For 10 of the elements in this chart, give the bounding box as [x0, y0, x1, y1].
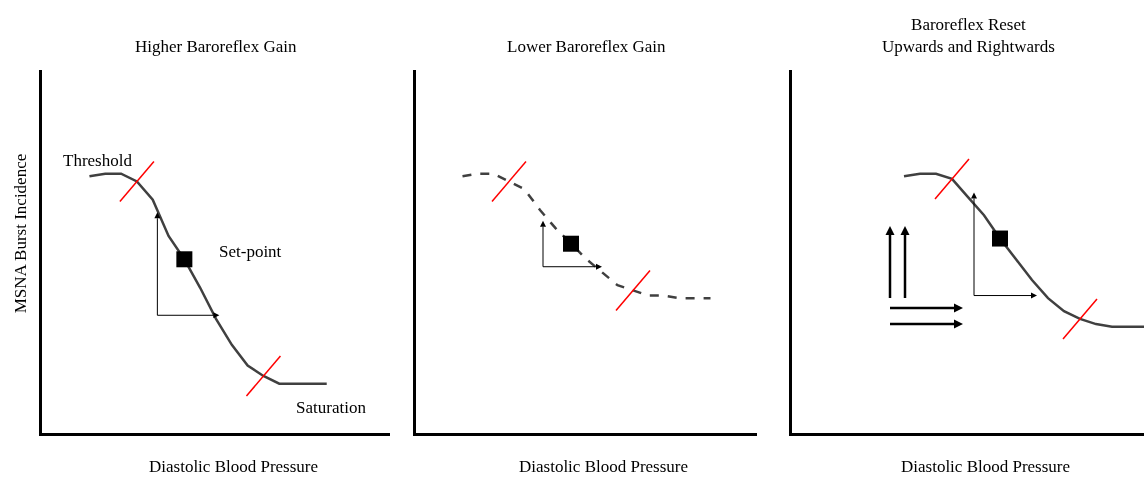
y-axis-title: MSNA Burst Incidence: [10, 153, 30, 314]
chart-title: Baroreflex Reset Upwards and Rightwards: [882, 15, 1055, 57]
annotation: Saturation: [296, 398, 367, 417]
x-axis-title: Diastolic Blood Pressure: [519, 457, 689, 476]
chart-title: Lower Baroreflex Gain: [507, 37, 667, 56]
x-axis-title: Diastolic Blood Pressure: [901, 457, 1071, 476]
x-axis-title: Diastolic Blood Pressure: [149, 457, 319, 476]
text: Threshold: [63, 151, 133, 170]
annotation: Set-point: [219, 242, 282, 261]
chart-title: Higher Baroreflex Gain: [135, 37, 297, 56]
